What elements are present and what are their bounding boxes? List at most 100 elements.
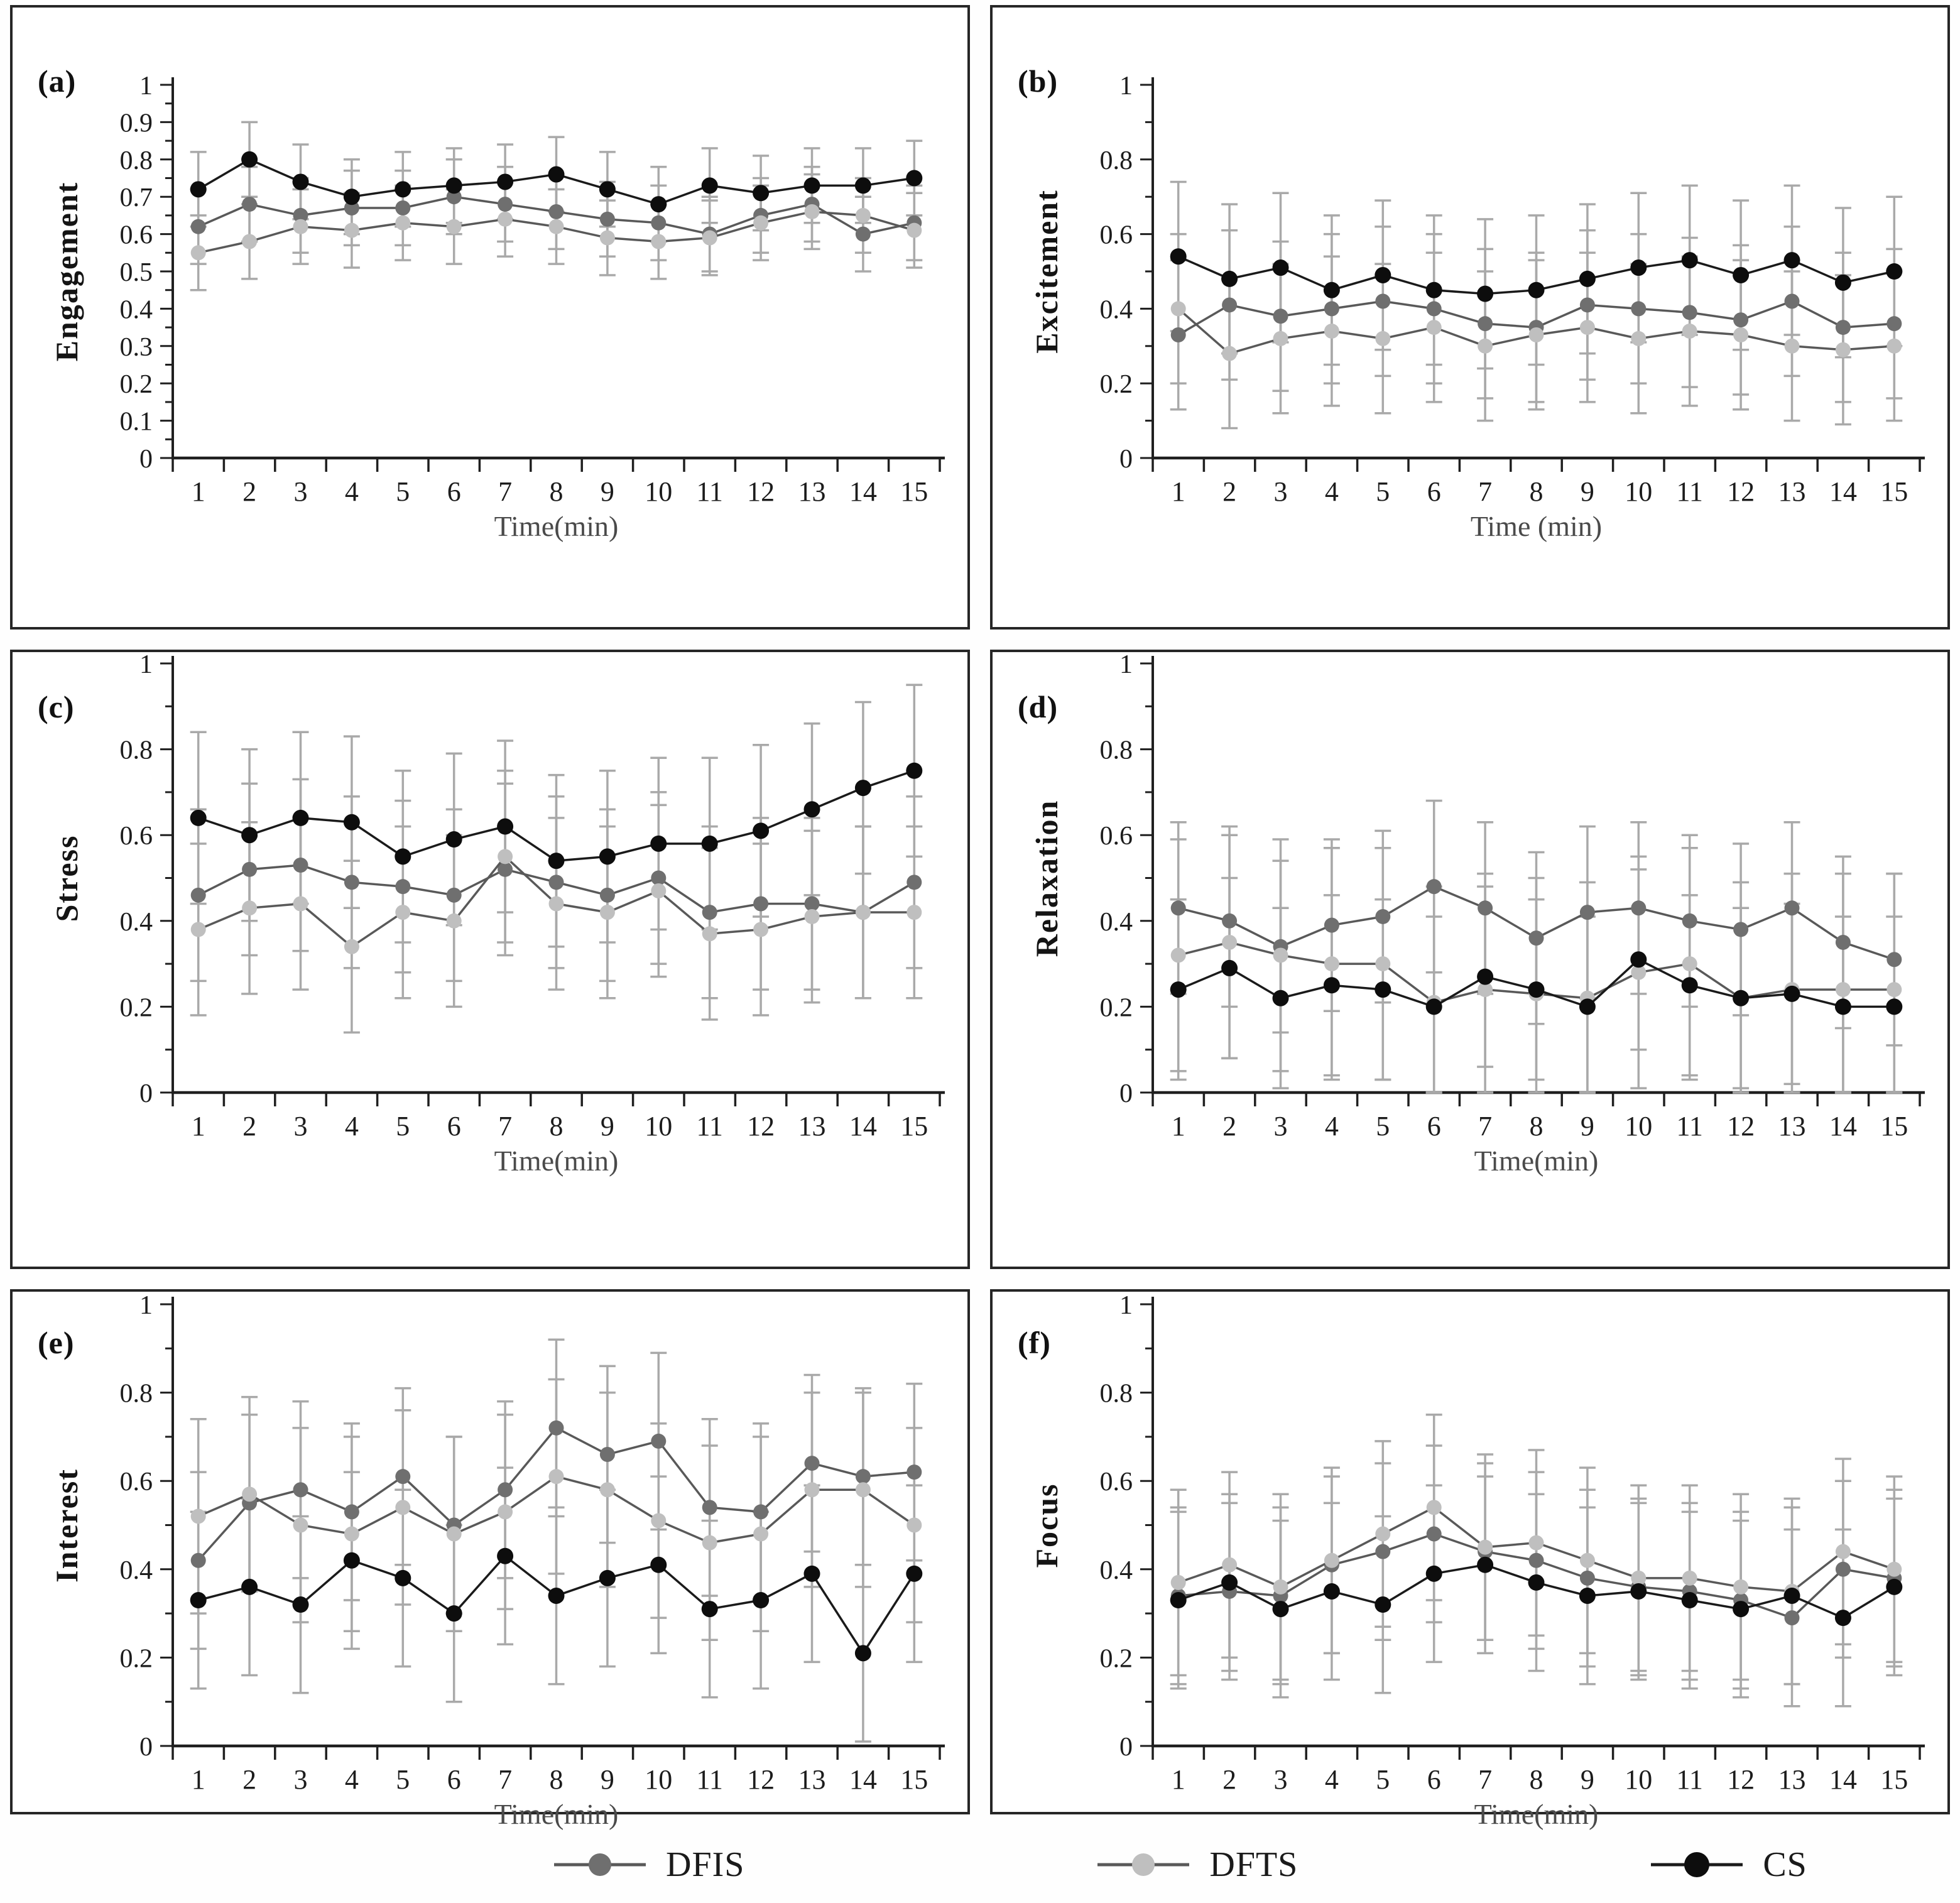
y-tick-label: 0.4: [1100, 1556, 1133, 1585]
series-DFTS-markers: [190, 849, 922, 954]
panel-label-d: (d): [1018, 689, 1059, 724]
x-tick-label: 10: [645, 476, 672, 507]
x-tick-label: 12: [747, 1111, 775, 1142]
series-DFIS-markers: [190, 189, 922, 242]
x-tick-label: 13: [798, 1764, 826, 1795]
y-tick-label: 1: [1119, 652, 1133, 679]
x-tick-label: 2: [1222, 476, 1236, 507]
y-tick-label: 0.2: [120, 1644, 153, 1673]
y-axis-title-e: Interest: [49, 1468, 84, 1583]
x-tick-label: 4: [1325, 1111, 1339, 1142]
cs-line-marker-icon: [1651, 1852, 1743, 1877]
y-tick-label: 0.8: [1100, 1380, 1133, 1409]
x-tick-label: 11: [697, 1111, 723, 1142]
y-tick-label: 0.8: [120, 736, 153, 765]
x-tick-label: 14: [849, 476, 877, 507]
x-tick-label: 3: [294, 1764, 308, 1795]
x-tick-label: 5: [396, 1111, 410, 1142]
chart-panel-d: (d) Relaxation Time(min) 0 0.2 0.4 0.6 0.8 1 1…: [990, 650, 1950, 1269]
x-tick-label: 11: [1677, 476, 1703, 507]
series-DFTS-markers: [190, 1469, 922, 1551]
x-tick-label: 3: [294, 1111, 308, 1142]
x-tick-label: 12: [1727, 476, 1755, 507]
axes: 00.20.40.60.811 2 3 4 5 6 7 8 9 10 11 12 13 14 15: [120, 1292, 945, 1795]
x-tick-label: 5: [1376, 476, 1390, 507]
y-tick-label: 0.4: [120, 295, 153, 324]
y-tick-label: 0.8: [1100, 146, 1133, 175]
chart-panel-b: (b) Excitement Time (min) 0 0.2 0.4 0.6 0.8 1…: [990, 5, 1950, 630]
x-axis-title-a: Time(min): [494, 510, 619, 542]
x-tick-label: 5: [1376, 1764, 1390, 1795]
series-DFIS-markers: [190, 1420, 922, 1568]
y-tick-label: 0.2: [120, 993, 153, 1022]
x-tick-label: 12: [1727, 1764, 1755, 1795]
y-tick-label: 1: [139, 1292, 153, 1320]
x-tick-label: 15: [900, 476, 928, 507]
series-DFIS-markers: [1170, 293, 1902, 342]
chart-panel-c: (c) Stress Time(min) 0 0.2 0.4 0.6 0.8 1 1 2 3 4 5…: [10, 650, 970, 1269]
series-DFIS-markers: [1170, 879, 1902, 968]
y-tick-label: 0.4: [120, 1556, 153, 1585]
x-tick-label: 15: [900, 1111, 928, 1142]
x-tick-label: 8: [1530, 1111, 1544, 1142]
x-axis-title-b: Time (min): [1470, 510, 1603, 542]
x-tick-label: 7: [1478, 476, 1492, 507]
y-tick-label: 0.2: [1100, 993, 1133, 1022]
x-tick-label: 10: [645, 1111, 672, 1142]
y-tick-label: 0.4: [1100, 908, 1133, 937]
legend-item-dfis: DFIS: [553, 1845, 744, 1885]
y-tick-label: 0.6: [120, 822, 153, 851]
panel-label-a: (a): [38, 63, 77, 99]
x-tick-label: 7: [498, 476, 512, 507]
y-tick-label: 0.2: [1100, 370, 1133, 399]
chart-panel-f: (f) Focus Time(min) 0 0.2 0.4 0.6 0.8 1 1 2 3 4 5 6…: [990, 1289, 1950, 1830]
y-tick-label: 0.7: [120, 183, 153, 212]
x-tick-label: 12: [1727, 1111, 1755, 1142]
x-tick-label: 2: [242, 476, 256, 507]
x-tick-label: 2: [242, 1764, 256, 1795]
y-tick-label: 0: [139, 1733, 153, 1762]
y-tick-label: 0.3: [120, 333, 153, 362]
x-tick-label: 6: [447, 1764, 461, 1795]
y-axis-title-f: Focus: [1029, 1483, 1064, 1568]
x-tick-label: 14: [849, 1764, 877, 1795]
x-tick-label: 5: [1376, 1111, 1390, 1142]
y-tick-label: 0.6: [1100, 822, 1133, 851]
series-CS-markers: [1170, 1556, 1903, 1627]
figure-grid: (a) Engagement Time(min) 0 0.1 0.2 0.3 0.4 0.…: [10, 5, 1950, 1830]
x-axis-title-e: Time(min): [494, 1798, 619, 1830]
chart-canvas-c: 00.20.40.60.811 2 3 4 5 6 7 8 9 10 11 12 13 14 15: [120, 652, 945, 1142]
y-tick-label: 1: [139, 72, 153, 101]
x-tick-label: 4: [345, 1111, 359, 1142]
x-tick-label: 12: [747, 1764, 775, 1795]
y-axis-title-d: Relaxation: [1029, 799, 1064, 957]
series-CS-markers: [190, 762, 923, 870]
x-tick-label: 2: [1222, 1764, 1236, 1795]
x-tick-label: 2: [1222, 1111, 1236, 1142]
x-tick-label: 9: [1581, 1111, 1594, 1142]
y-tick-label: 0: [1119, 445, 1133, 474]
x-tick-label: 11: [697, 476, 723, 507]
legend-item-cs: CS: [1650, 1845, 1807, 1885]
chart-canvas-a: 00.10.20.30.40.50.60.70.80.911 2 3 4 5 6 7 8 9 10…: [120, 72, 945, 507]
y-tick-label: 0.2: [120, 370, 153, 399]
chart-panel-e: (e) Interest Time(min) 0 0.2 0.4 0.6 0.8 1 1 2 3…: [10, 1289, 970, 1830]
panel-label-b: (b): [1018, 63, 1059, 99]
x-tick-label: 1: [1172, 1764, 1185, 1795]
x-tick-label: 15: [1880, 1764, 1908, 1795]
y-tick-label: 0.6: [1100, 1468, 1133, 1497]
chart-panel-a: (a) Engagement Time(min) 0 0.1 0.2 0.3 0.4 0.…: [10, 5, 970, 630]
x-tick-label: 6: [1427, 1111, 1441, 1142]
x-tick-label: 4: [345, 476, 359, 507]
x-tick-label: 9: [601, 1111, 614, 1142]
x-tick-label: 8: [550, 476, 564, 507]
x-tick-label: 1: [192, 476, 205, 507]
x-tick-label: 8: [1530, 476, 1544, 507]
x-tick-label: 5: [396, 1764, 410, 1795]
y-tick-label: 0.1: [120, 408, 153, 437]
series-CS-markers: [1170, 248, 1903, 302]
series-CS-markers: [190, 1547, 923, 1662]
x-tick-label: 13: [798, 1111, 826, 1142]
x-tick-label: 9: [601, 476, 614, 507]
x-tick-label: 7: [498, 1111, 512, 1142]
